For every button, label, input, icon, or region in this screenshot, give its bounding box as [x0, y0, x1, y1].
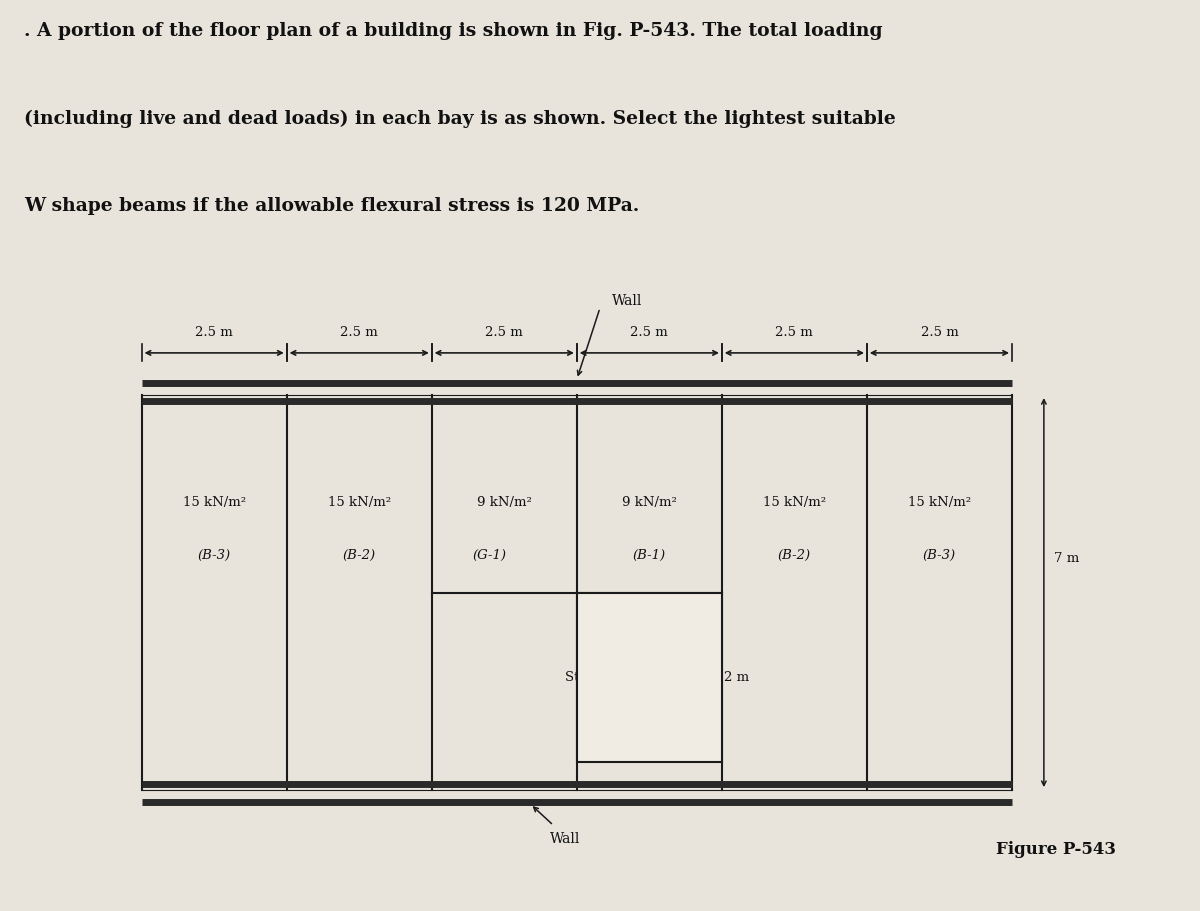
- Text: Wall: Wall: [550, 833, 581, 846]
- Text: 2 m: 2 m: [724, 670, 749, 683]
- Text: W shape beams if the allowable flexural stress is 120 MPa.: W shape beams if the allowable flexural …: [24, 197, 640, 215]
- Text: 2.5 m: 2.5 m: [485, 326, 523, 339]
- Text: (including live and dead loads) in each bay is as shown. Select the lightest sui: (including live and dead loads) in each …: [24, 109, 895, 128]
- Text: 2.5 m: 2.5 m: [341, 326, 378, 339]
- Text: (G-1): (G-1): [473, 549, 506, 562]
- Text: Stair well: Stair well: [565, 670, 630, 683]
- Text: 2.5 m: 2.5 m: [630, 326, 668, 339]
- Text: 2.5 m: 2.5 m: [775, 326, 814, 339]
- Text: . A portion of the floor plan of a building is shown in Fig. P-543. The total lo: . A portion of the floor plan of a build…: [24, 22, 883, 40]
- Text: 9 kN/m²: 9 kN/m²: [476, 496, 532, 509]
- Text: (B-1): (B-1): [632, 549, 666, 562]
- Text: (B-3): (B-3): [923, 549, 956, 562]
- Text: (B-2): (B-2): [343, 549, 376, 562]
- Text: 2.5 m: 2.5 m: [196, 326, 233, 339]
- Text: 2.5 m: 2.5 m: [920, 326, 959, 339]
- Text: 15 kN/m²: 15 kN/m²: [328, 496, 391, 509]
- Text: (B-3): (B-3): [198, 549, 230, 562]
- Bar: [577, 592, 722, 762]
- Text: 15 kN/m²: 15 kN/m²: [763, 496, 826, 509]
- Text: 15 kN/m²: 15 kN/m²: [182, 496, 246, 509]
- Text: Wall: Wall: [612, 293, 642, 308]
- Text: Figure P-543: Figure P-543: [996, 841, 1116, 857]
- Text: (B-2): (B-2): [778, 549, 811, 562]
- Text: 9 kN/m²: 9 kN/m²: [622, 496, 677, 509]
- Text: 15 kN/m²: 15 kN/m²: [908, 496, 971, 509]
- Text: 7 m: 7 m: [1055, 552, 1080, 565]
